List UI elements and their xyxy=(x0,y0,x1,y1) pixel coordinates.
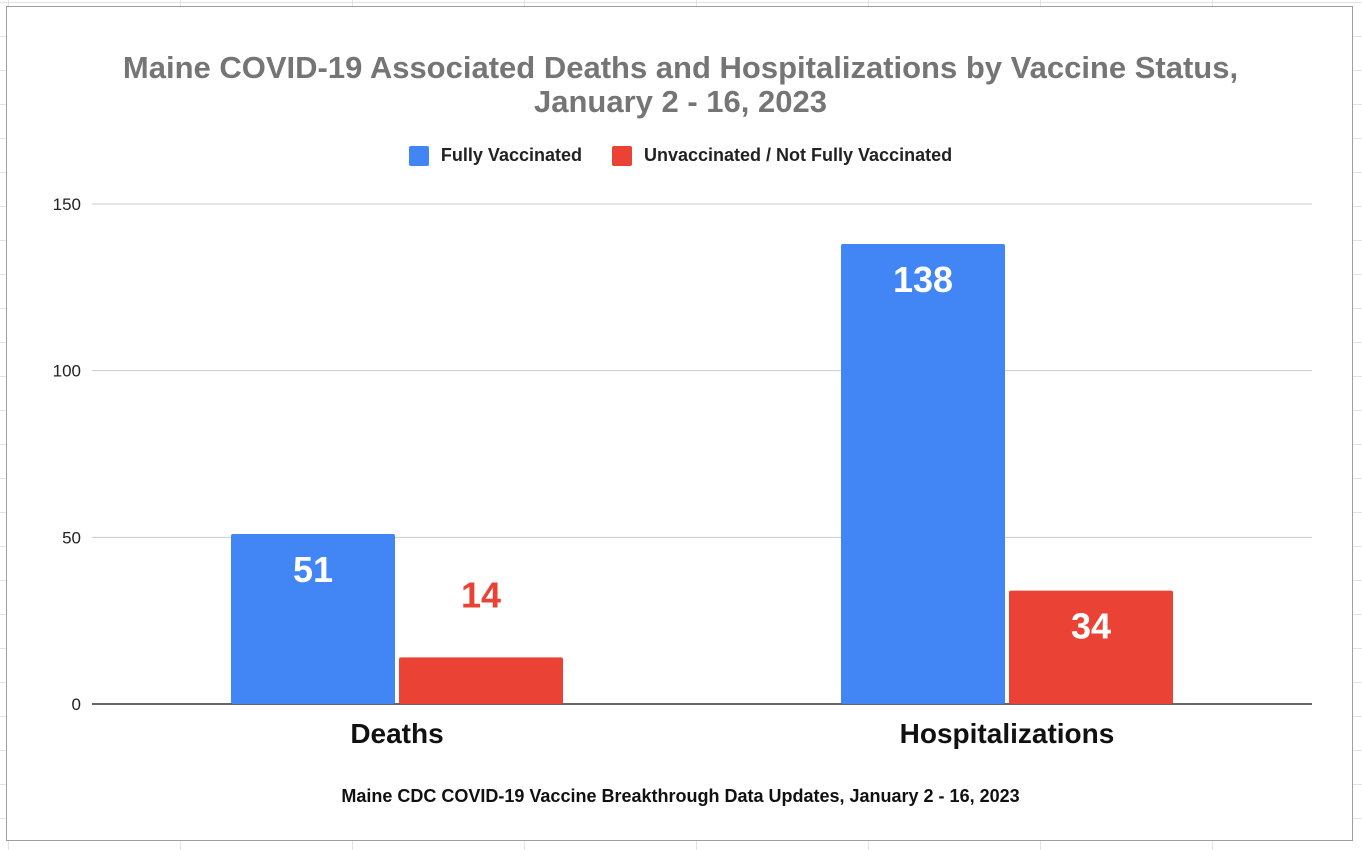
chart-title-line-2: January 2 - 16, 2023 xyxy=(534,84,827,119)
bar-deaths-unvaccinated xyxy=(399,657,563,704)
x-category-label-hospitalizations: Hospitalizations xyxy=(900,718,1115,749)
chart-source-footnote: Maine CDC COVID-19 Vaccine Breakthrough … xyxy=(341,786,1020,806)
legend-label-fully-vaccinated: Fully Vaccinated xyxy=(440,145,582,165)
chart-legend: Fully Vaccinated Unvaccinated / Not Full… xyxy=(7,145,1354,166)
bar-plot-area: 0 50 100 150 51 14 Deaths 138 34 Hospitalizations xyxy=(53,195,1312,749)
legend-swatch-unvaccinated xyxy=(611,145,632,166)
y-tick-label-150: 150 xyxy=(53,195,81,214)
y-tick-label-0: 0 xyxy=(72,695,81,714)
legend-label-unvaccinated: Unvaccinated / Not Fully Vaccinated xyxy=(643,145,953,165)
chart-title: Maine COVID-19 Associated Deaths and Hos… xyxy=(7,51,1354,119)
y-tick-label-100: 100 xyxy=(53,362,81,381)
legend-swatch-fully-vaccinated xyxy=(408,145,429,166)
chart-container[interactable]: Maine COVID-19 Associated Deaths and Hos… xyxy=(6,6,1353,841)
chart-title-line-1: Maine COVID-19 Associated Deaths and Hos… xyxy=(122,50,1239,85)
bar-hospitalizations-unvaccinated xyxy=(1009,590,1173,704)
bar-deaths-fully-vaccinated xyxy=(231,534,395,704)
x-category-label-deaths: Deaths xyxy=(350,718,443,749)
legend-item-fully-vaccinated: Fully Vaccinated xyxy=(408,145,582,166)
y-tick-label-50: 50 xyxy=(62,528,81,547)
legend-item-unvaccinated: Unvaccinated / Not Fully Vaccinated xyxy=(611,145,953,166)
data-label-hospitalizations-fully-vaccinated: 138 xyxy=(893,259,953,300)
data-label-deaths-unvaccinated: 14 xyxy=(461,574,501,615)
data-label-hospitalizations-unvaccinated: 34 xyxy=(1071,606,1111,647)
data-label-deaths-fully-vaccinated: 51 xyxy=(293,549,333,590)
bar-hospitalizations-fully-vaccinated xyxy=(841,244,1005,704)
